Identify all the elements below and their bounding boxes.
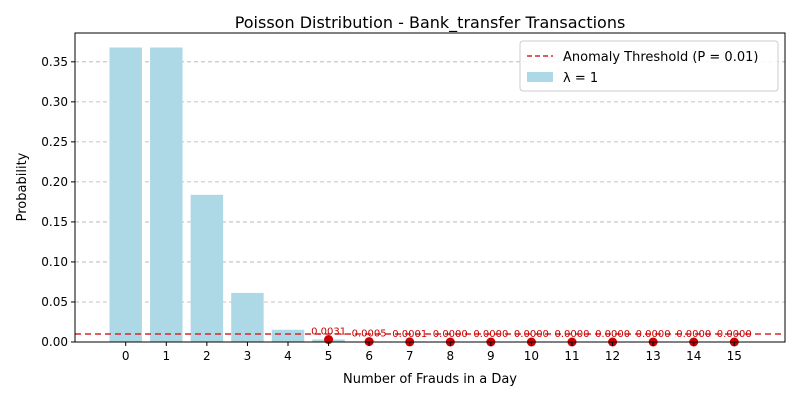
anomaly-label: 0.0000 bbox=[514, 329, 549, 340]
y-axis-ticks: 0.00 0.05 0.10 0.15 0.20 0.25 0.30 0.35 bbox=[41, 55, 75, 349]
legend-bar-swatch bbox=[527, 72, 553, 82]
x-tick-label: 3 bbox=[244, 349, 252, 363]
anomaly-label: 0.0000 bbox=[595, 329, 630, 340]
x-axis-ticks: 0 1 2 3 4 5 6 7 8 9 10 11 12 13 14 15 bbox=[122, 342, 742, 363]
legend-threshold-label: Anomaly Threshold (P = 0.01) bbox=[563, 50, 758, 65]
y-tick-label: 0.10 bbox=[41, 255, 68, 269]
x-tick-label: 4 bbox=[284, 349, 292, 363]
y-tick-label: 0.30 bbox=[41, 95, 68, 109]
anomaly-label: 0.0000 bbox=[433, 329, 468, 340]
plot-frame bbox=[74, 32, 786, 343]
y-tick-label: 0.35 bbox=[41, 55, 68, 69]
y-tick-label: 0.25 bbox=[41, 135, 68, 149]
y-tick-label: 0.15 bbox=[41, 215, 68, 229]
x-tick-label: 0 bbox=[122, 349, 130, 363]
legend-series-label: λ = 1 bbox=[563, 71, 598, 86]
anomaly-labels-group: 0.0031 0.0005 0.0001 0.0000 0.0000 0.0000 0.00… bbox=[311, 327, 752, 340]
x-tick-label: 9 bbox=[487, 349, 495, 363]
x-tick-label: 11 bbox=[564, 349, 579, 363]
anomaly-label: 0.0005 bbox=[352, 329, 387, 340]
y-tick-label: 0.00 bbox=[41, 335, 68, 349]
anomaly-label: 0.0000 bbox=[636, 329, 671, 340]
x-tick-label: 14 bbox=[686, 349, 701, 363]
legend: Anomaly Threshold (P = 0.01) λ = 1 bbox=[519, 40, 779, 92]
y-tick-label: 0.20 bbox=[41, 175, 68, 189]
x-tick-label: 7 bbox=[406, 349, 414, 363]
x-tick-label: 6 bbox=[365, 349, 373, 363]
x-tick-label: 15 bbox=[727, 349, 742, 363]
bars-group bbox=[109, 47, 426, 342]
x-tick-label: 12 bbox=[605, 349, 620, 363]
anomaly-label: 0.0000 bbox=[717, 329, 752, 340]
x-tick-label: 13 bbox=[646, 349, 661, 363]
chart-title: Poisson Distribution - Bank_transfer Tra… bbox=[235, 13, 626, 33]
x-tick-label: 8 bbox=[446, 349, 454, 363]
bar bbox=[271, 329, 305, 342]
x-tick-label: 10 bbox=[524, 349, 539, 363]
bar bbox=[109, 47, 142, 342]
x-tick-label: 5 bbox=[325, 349, 333, 363]
y-axis-label: Probability bbox=[15, 152, 30, 221]
bar bbox=[150, 47, 183, 342]
anomaly-label: 0.0000 bbox=[676, 329, 711, 340]
x-tick-label: 1 bbox=[162, 349, 170, 363]
anomaly-label: 0.0031 bbox=[311, 327, 346, 338]
y-tick-label: 0.05 bbox=[41, 295, 68, 309]
anomaly-label: 0.0000 bbox=[555, 329, 590, 340]
anomaly-label: 0.0000 bbox=[473, 329, 508, 340]
anomaly-label: 0.0001 bbox=[392, 329, 427, 340]
legend-box bbox=[519, 40, 779, 92]
x-tick-label: 2 bbox=[203, 349, 211, 363]
bar bbox=[190, 194, 224, 342]
x-axis-label: Number of Frauds in a Day bbox=[343, 372, 517, 387]
